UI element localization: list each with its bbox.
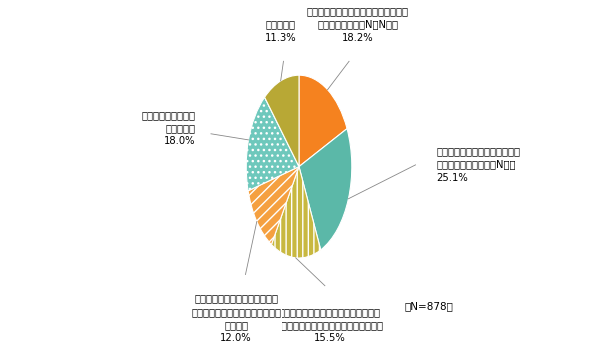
Text: 複数の部門、取引先との間で電子契約
を採用している（N対N型）
18.2%: 複数の部門、取引先との間で電子契約 を採用している（N対N型） 18.2% [307, 6, 409, 43]
Wedge shape [248, 166, 299, 245]
Text: （N=878）: （N=878） [404, 301, 453, 311]
Text: わからない
11.3%: わからない 11.3% [265, 20, 297, 43]
Text: 一部の取引先との間で電子契約
を採用している（１対N型）
25.1%: 一部の取引先との間で電子契約 を採用している（１対N型） 25.1% [436, 146, 520, 183]
Wedge shape [299, 129, 352, 250]
Wedge shape [246, 97, 299, 191]
Text: 電子契約を採用する
予定はない
18.0%: 電子契約を採用する 予定はない 18.0% [141, 110, 196, 146]
Text: 今後の電子契約の採用を検討し
ている（外部の電子契約サービス
を利用）
12.0%: 今後の電子契約の採用を検討し ている（外部の電子契約サービス を利用） 12.0… [191, 294, 281, 343]
Text: 今後の電子契約の採用を検討している
（自社開発の電子契約システムを利用）
15.5%: 今後の電子契約の採用を検討している （自社開発の電子契約システムを利用） 15.… [276, 307, 383, 343]
Wedge shape [299, 75, 347, 166]
Wedge shape [264, 75, 299, 166]
Wedge shape [271, 166, 321, 258]
